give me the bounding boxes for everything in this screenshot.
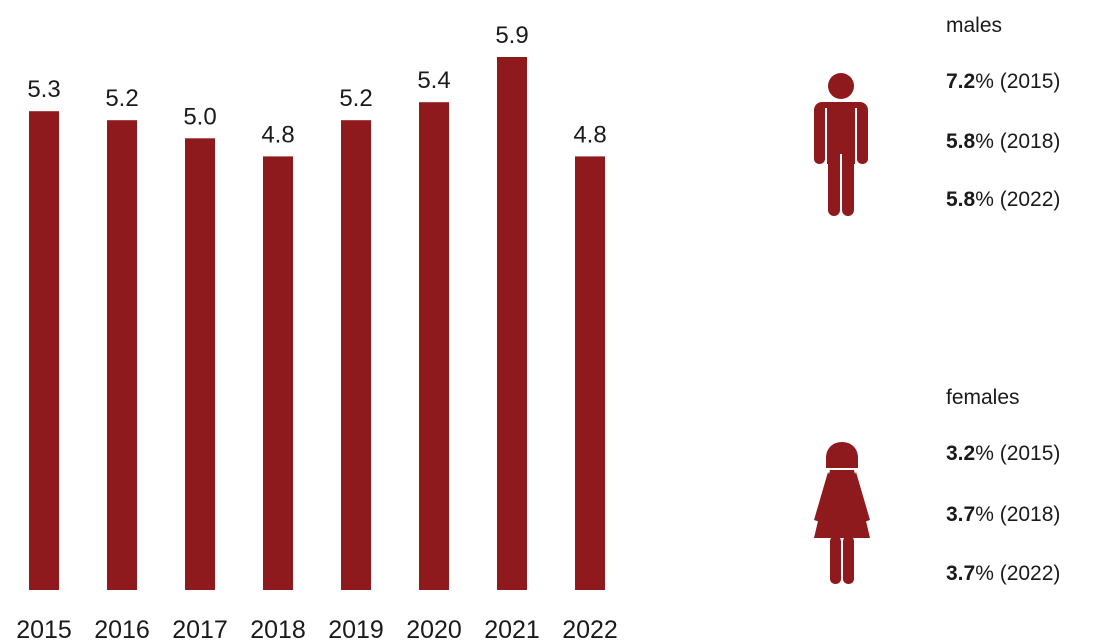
x-tick-label-2022: 2022 bbox=[562, 616, 618, 642]
female-figure-icon bbox=[814, 442, 870, 584]
x-axis-labels: 2015 2016 2017 2018 2019 2020 2021 2022 bbox=[16, 616, 618, 642]
value-label-2016: 5.2 bbox=[105, 85, 138, 112]
males-stat-2015-value: 7.2 bbox=[946, 70, 976, 93]
bar-2018 bbox=[263, 156, 293, 590]
females-stat-2018: 3.7% (2018) bbox=[946, 503, 1060, 527]
females-stat-2022-value: 3.7 bbox=[946, 562, 976, 585]
males-stat-2018: 5.8% (2018) bbox=[946, 130, 1060, 154]
x-tick-label-2018: 2018 bbox=[250, 616, 306, 642]
value-label-2015: 5.3 bbox=[27, 76, 60, 103]
value-label-2019: 5.2 bbox=[339, 85, 372, 112]
value-label-2021: 5.9 bbox=[495, 22, 528, 49]
bar-chart: 5.3 5.25.04.85.25.45.94.8 2015 2016 2017 201… bbox=[16, 22, 618, 642]
males-stat-2015-suffix: % (2015) bbox=[975, 70, 1061, 93]
males-stat-2022: 5.8% (2022) bbox=[946, 188, 1060, 212]
females-stat-2022: 3.7% (2022) bbox=[946, 562, 1060, 586]
females-stat-2015-value: 3.2 bbox=[946, 442, 976, 465]
value-label-2022: 4.8 bbox=[573, 121, 606, 148]
value-label-2018: 4.8 bbox=[261, 121, 294, 148]
males-stat-2022-suffix: % (2022) bbox=[975, 188, 1061, 211]
females-stats: females bbox=[946, 386, 1020, 410]
x-tick-label-2016: 2016 bbox=[94, 616, 150, 642]
females-stat-2022-suffix: % (2022) bbox=[975, 562, 1061, 585]
females-title: females bbox=[946, 386, 1020, 409]
bars-group bbox=[29, 57, 605, 591]
x-tick-label-2020: 2020 bbox=[406, 616, 462, 642]
females-stat-2018-value: 3.7 bbox=[946, 503, 976, 526]
x-tick-label-2019: 2019 bbox=[328, 616, 384, 642]
x-tick-label-2021: 2021 bbox=[484, 616, 540, 642]
value-label-2017: 5.0 bbox=[183, 103, 216, 130]
bar-2016 bbox=[107, 120, 137, 590]
males-stat-2022-value: 5.8 bbox=[946, 188, 976, 211]
bar-2017 bbox=[185, 138, 215, 591]
x-tick-label-2015: 2015 bbox=[16, 616, 72, 642]
males-stat-2018-suffix: % (2018) bbox=[975, 130, 1061, 153]
males-stats: males bbox=[946, 14, 1002, 38]
males-stat-2015: 7.2% (2015) bbox=[946, 70, 1060, 94]
value-label-2020: 5.4 bbox=[417, 67, 450, 94]
bar-2020 bbox=[419, 102, 449, 590]
females-stat-2018-suffix: % (2018) bbox=[975, 503, 1061, 526]
x-tick-label-2017: 2017 bbox=[172, 616, 228, 642]
females-stat-2015-suffix: % (2015) bbox=[975, 442, 1061, 465]
females-stat-2015: 3.2% (2015) bbox=[946, 442, 1060, 466]
bar-2021 bbox=[497, 57, 527, 590]
bar-2019 bbox=[341, 120, 371, 590]
males-title: males bbox=[946, 14, 1003, 37]
value-labels-group: 5.3 5.2 5.0 4.8 5.2 5.4 5.9 4.8 bbox=[27, 22, 606, 148]
male-figure-icon bbox=[814, 73, 868, 216]
males-stat-2018-value: 5.8 bbox=[946, 130, 976, 153]
bar-2015 bbox=[29, 111, 59, 590]
bar-2022 bbox=[575, 156, 605, 590]
